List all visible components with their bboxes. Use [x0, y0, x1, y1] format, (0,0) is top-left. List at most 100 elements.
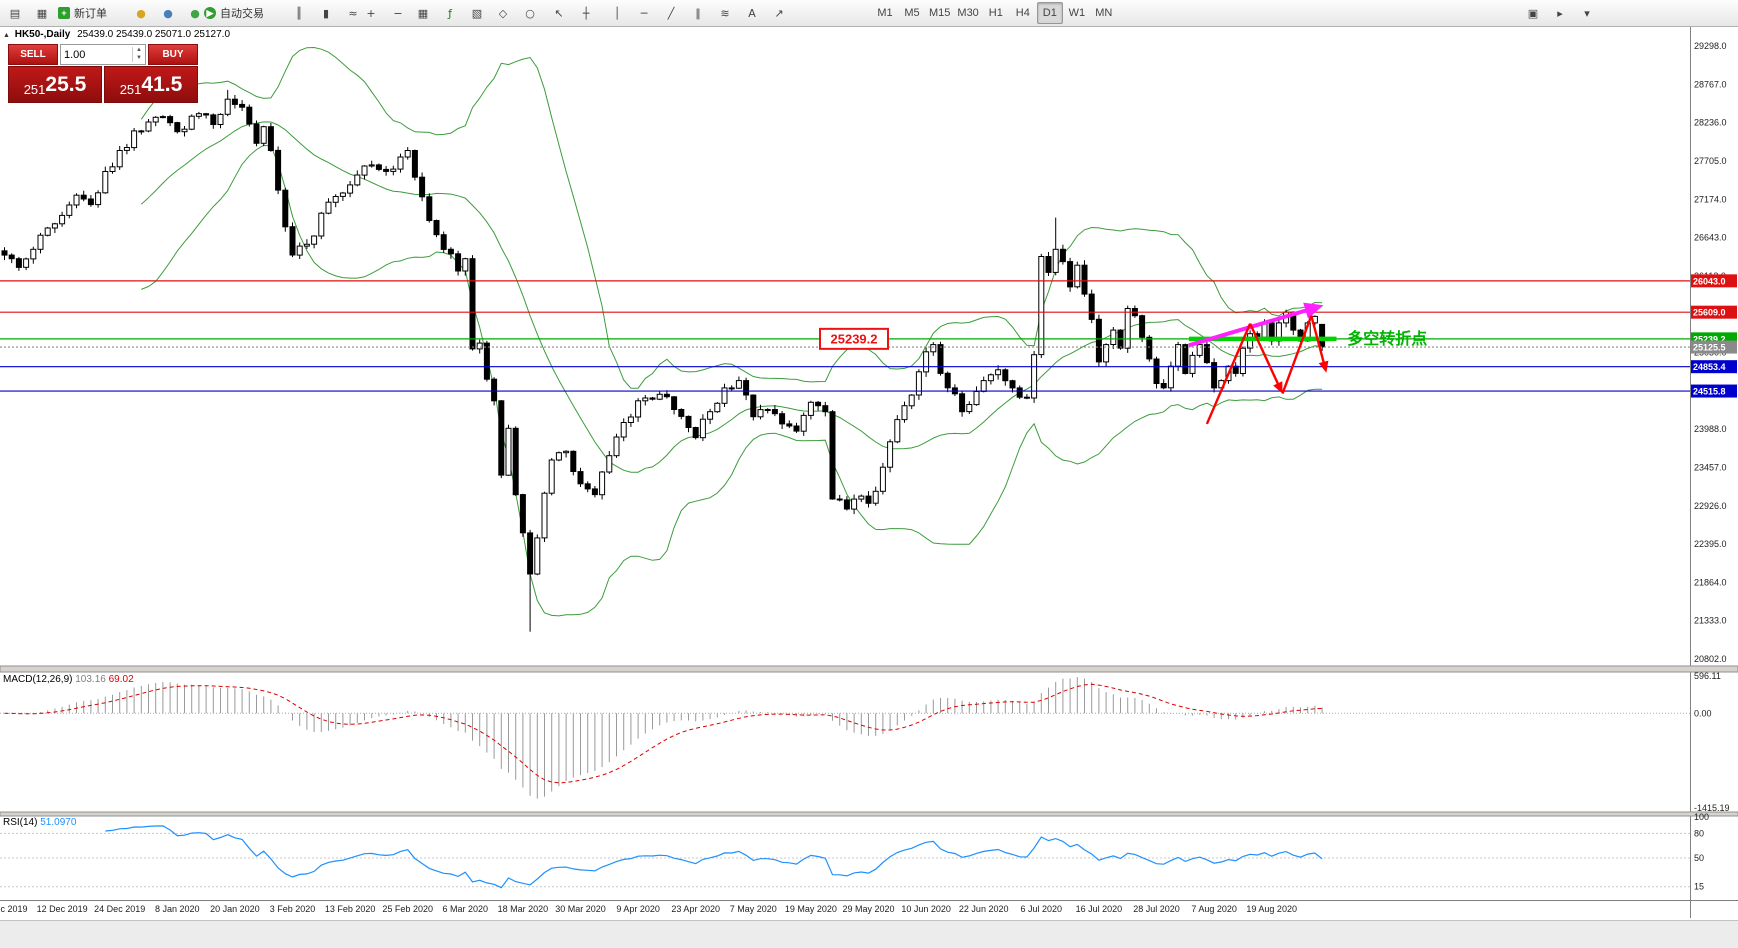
timeframe-m1-button[interactable]: M1 [877, 7, 893, 19]
price-badge-24515.8 [1691, 384, 1737, 398]
svg-text:24 Dec 2019: 24 Dec 2019 [94, 904, 145, 914]
ohlc-values: 25439.0 25439.0 25071.0 25127.0 [77, 29, 231, 40]
autotrading-button[interactable]: ▶ 自动交易 [198, 2, 270, 24]
bullish-projection-arrow[interactable] [1188, 306, 1312, 348]
timeframe-m5-button[interactable]: M5 [904, 7, 920, 19]
timeframe-m30-button[interactable]: M30 [957, 7, 979, 19]
autotrading-play-icon: ▶ [204, 7, 216, 19]
svg-text:29 May 2020: 29 May 2020 [842, 904, 894, 914]
timeframe-w1-button[interactable]: W1 [1068, 7, 1086, 19]
time-axis[interactable]: 2 Dec 2019 12 Dec 2019 24 Dec 2019 8 Jan 20… [0, 904, 1297, 914]
trendline-icon[interactable]: ╱ [667, 6, 675, 20]
panel-separator-macd[interactable] [0, 665, 1738, 673]
svg-text:12 Dec 2019: 12 Dec 2019 [37, 904, 88, 914]
price-badge-24853.4 [1691, 360, 1737, 374]
marketwatch-icon[interactable]: ● [136, 6, 146, 20]
window-arrange-icon[interactable]: ▣ [1527, 6, 1539, 20]
timeframe-h4-button[interactable]: H4 [1015, 7, 1030, 19]
svg-text:20 Jan 2020: 20 Jan 2020 [210, 904, 260, 914]
price-callout-box[interactable] [819, 327, 889, 350]
svg-text:6 Jul 2020: 6 Jul 2020 [1021, 904, 1063, 914]
arrow-objects-icon[interactable]: ↗ [774, 6, 784, 20]
chart-quote-header: ▲ HK50-,Daily 25439.0 25439.0 25071.0 25… [3, 29, 230, 40]
new-order-label: 新订单 [74, 8, 107, 20]
buy-button[interactable]: BUY [148, 44, 198, 65]
fibonacci-icon[interactable]: ≋ [720, 6, 730, 20]
bid-price-prefix: 251 [23, 82, 46, 97]
channel-icon[interactable]: ∥ [695, 6, 701, 20]
svg-text:596.11: 596.11 [1694, 671, 1721, 681]
svg-text:18 Mar 2020: 18 Mar 2020 [498, 904, 549, 914]
indicators-icon[interactable]: ƒ [448, 6, 452, 20]
timeframe-m15-button[interactable]: M15 [929, 7, 951, 19]
svg-text:100: 100 [1694, 812, 1709, 822]
timeframe-d1-button[interactable]: D1 [1036, 2, 1063, 24]
volume-up-icon[interactable]: ▲ [136, 46, 142, 53]
svg-text:-1415.19: -1415.19 [1694, 803, 1730, 813]
svg-text:22395.0: 22395.0 [1694, 539, 1727, 549]
sell-button[interactable]: SELL [8, 44, 58, 65]
vertical-line-icon[interactable]: │ [613, 6, 621, 20]
new-chart-icon[interactable]: ▤ [9, 6, 21, 20]
panel-separator-rsi[interactable] [0, 811, 1738, 817]
rsi-name: RSI(14) [3, 817, 38, 828]
line-chart-icon[interactable]: ≈ [348, 6, 358, 20]
template-icon[interactable]: ▧ [471, 6, 483, 20]
horizontal-line-icon[interactable]: ─ [640, 6, 648, 20]
candlestick-series [1, 89, 1326, 632]
svg-text:16 Jul 2020: 16 Jul 2020 [1076, 904, 1123, 914]
svg-text:20802.0: 20802.0 [1694, 654, 1727, 664]
svg-text:2 Dec 2019: 2 Dec 2019 [0, 904, 28, 914]
text-label-icon[interactable]: A [748, 6, 756, 20]
toolbar-icon-group: ◇ ○ [490, 2, 543, 24]
data-window-icon[interactable]: ● [163, 6, 173, 20]
ask-price-panel[interactable]: 251 41.5 [104, 66, 198, 103]
objects-list-icon[interactable]: ◇ [498, 6, 508, 20]
bid-price-big-digits: 25.5 [45, 73, 87, 96]
macd-histogram [11, 677, 1323, 799]
svg-text:25239.2: 25239.2 [1693, 334, 1726, 344]
price-path-segment[interactable] [1281, 315, 1313, 395]
macd-main-value: 103.16 [75, 674, 106, 685]
svg-text:28767.0: 28767.0 [1694, 79, 1727, 89]
strategy-tester-icon[interactable]: ▸ [1557, 6, 1563, 20]
svg-text:24515.8: 24515.8 [1693, 387, 1726, 397]
turning-point-text: 多空转折点 [1347, 329, 1427, 348]
symbol-label: HK50-,Daily [14, 29, 71, 40]
cursor-icon[interactable]: ↖ [554, 6, 564, 20]
bid-price-panel[interactable]: 251 25.5 [8, 66, 102, 103]
timeframe-h1-button[interactable]: H1 [988, 7, 1003, 19]
svg-text:26043.0: 26043.0 [1693, 276, 1726, 286]
main-toolbar: + 新订单 ▶ 自动交易 M1 M5 M15 M30 H1 H4 D1 W1 MN ▤ ▦ ● ● ● ║… [0, 0, 1738, 27]
svg-text:27174.0: 27174.0 [1694, 194, 1727, 204]
collapse-quote-icon[interactable]: ▲ [3, 32, 10, 39]
svg-text:19 May 2020: 19 May 2020 [785, 904, 837, 914]
tile-windows-icon[interactable]: ▦ [417, 6, 429, 20]
svg-text:23988.0: 23988.0 [1694, 424, 1727, 434]
new-order-button[interactable]: + 新订单 [52, 2, 113, 24]
chart-profile-icon[interactable]: ▦ [36, 6, 48, 20]
candlestick-chart-icon[interactable]: ▮ [322, 6, 330, 20]
toolbar-icon-group: ▤ ▦ [2, 2, 55, 24]
bar-chart-icon[interactable]: ║ [295, 6, 303, 20]
price-path-segment[interactable] [1205, 323, 1252, 425]
macd-signal-value: 69.02 [108, 674, 134, 685]
svg-text:0.00: 0.00 [1694, 708, 1712, 718]
svg-text:22 Jun 2020: 22 Jun 2020 [959, 904, 1009, 914]
svg-text:24853.4: 24853.4 [1693, 362, 1726, 372]
timeframe-mn-button[interactable]: MN [1095, 7, 1113, 19]
zoom-out-icon[interactable]: − [393, 6, 403, 20]
zoom-in-icon[interactable]: + [366, 6, 376, 20]
navigator-icon[interactable]: ● [190, 6, 200, 20]
price-path-arrow[interactable] [1310, 315, 1326, 366]
price-path-arrow[interactable] [1249, 323, 1281, 388]
volume-down-icon[interactable]: ▼ [136, 54, 142, 61]
crosshair-icon[interactable]: ┼ [582, 6, 590, 20]
toolbar-options-icon[interactable]: ▾ [1584, 6, 1590, 20]
new-order-icon: + [58, 7, 70, 19]
macd-name: MACD(12,26,9) [3, 674, 73, 685]
volume-input[interactable] [61, 48, 132, 61]
period-settings-icon[interactable]: ○ [525, 6, 535, 20]
